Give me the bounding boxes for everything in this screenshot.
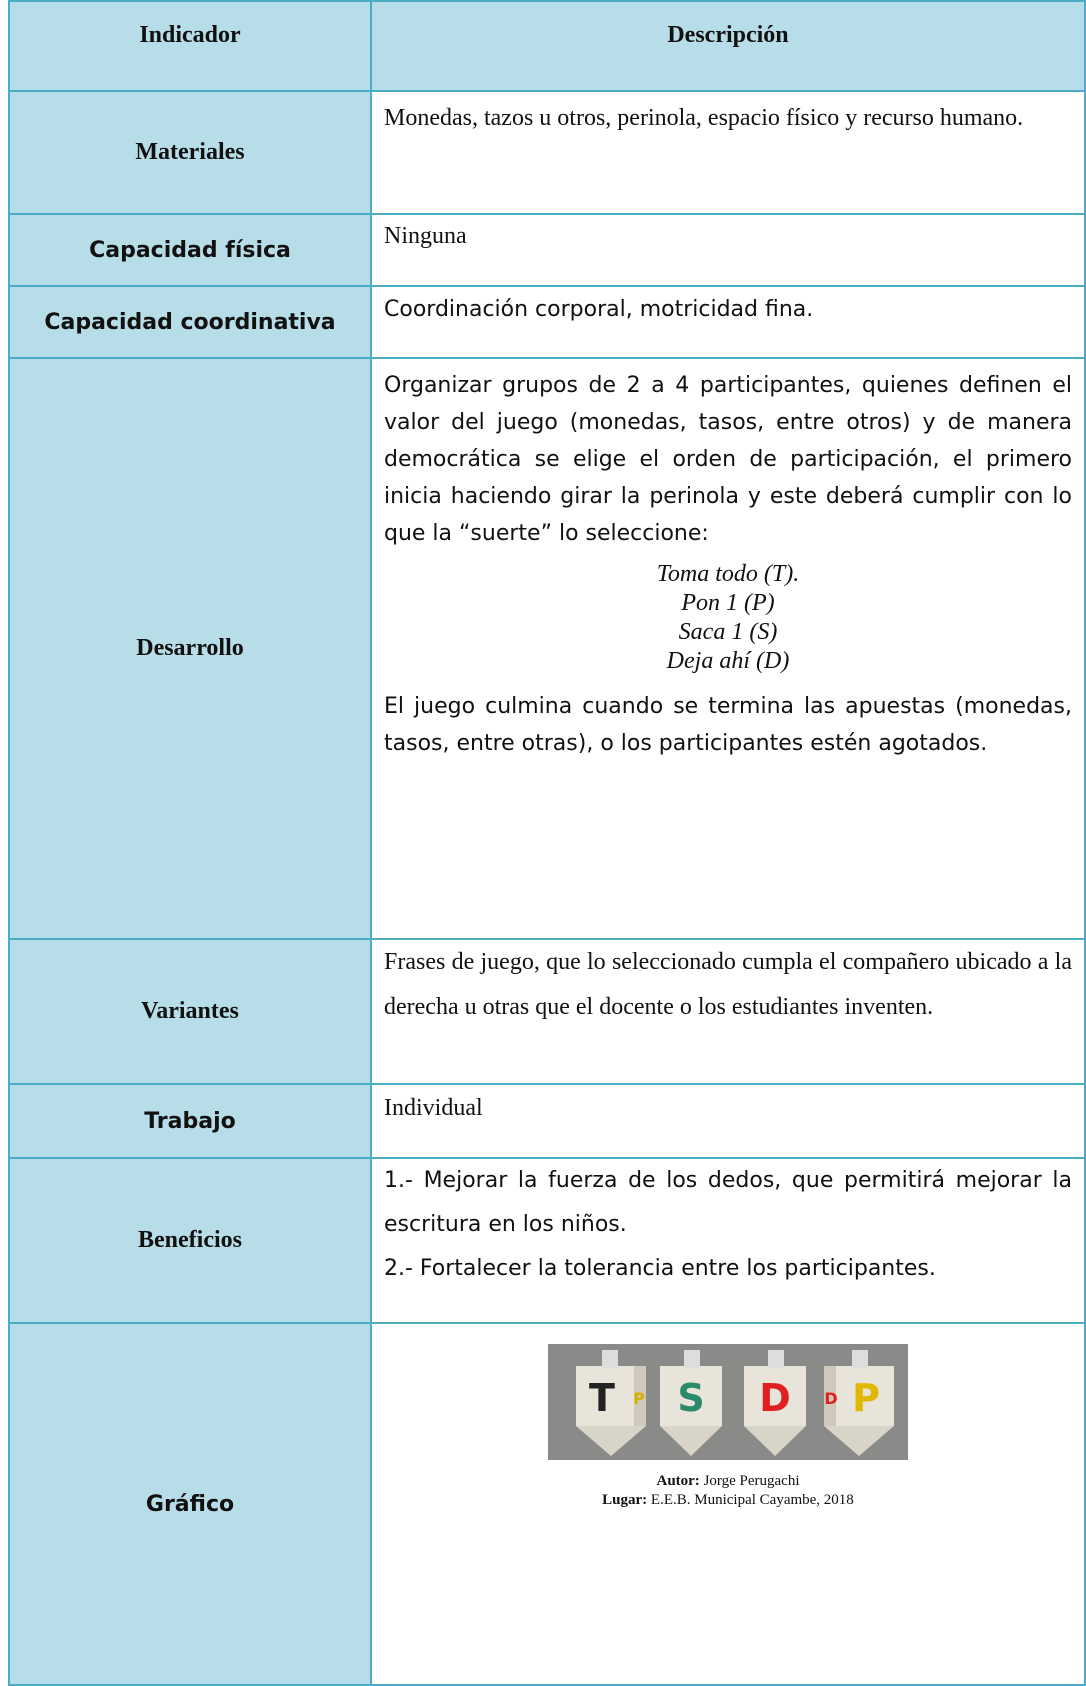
caption-key: Autor: — [656, 1473, 700, 1489]
caption-key: Lugar: — [602, 1492, 648, 1508]
cell-text: Individual — [384, 1095, 483, 1121]
list-item: Deja ahí (D) — [666, 648, 790, 674]
cell-text: 1.- Mejorar la fuerza de los dedos, que … — [384, 1168, 1072, 1237]
row-label: Gráfico — [8, 1322, 372, 1686]
row-label: Trabajo — [8, 1083, 372, 1159]
cell-text: El juego culmina cuando se termina las a… — [384, 694, 1072, 756]
cell-text: Coordinación corporal, motricidad fina. — [384, 297, 814, 322]
header-cell: Indicador — [8, 0, 372, 92]
list-item: Toma todo (T). — [656, 561, 800, 587]
cell-text: 2.- Fortalecer la tolerancia entre los p… — [384, 1256, 936, 1281]
header-row: Indicador Descripción — [8, 0, 1086, 92]
list-item: Pon 1 (P) — [681, 590, 775, 616]
cell-text: Ninguna — [384, 223, 467, 249]
photo-letter: D — [759, 1376, 791, 1420]
row-label: Materiales — [8, 90, 372, 215]
photo-letter: T — [589, 1376, 615, 1420]
row-label: Beneficios — [8, 1157, 372, 1324]
photo-letter: D — [824, 1389, 837, 1408]
header-cell: Descripción — [370, 0, 1086, 92]
photo-letter: P — [852, 1376, 880, 1420]
cell-text: Organizar grupos de 2 a 4 participantes,… — [384, 373, 1072, 546]
caption-value: Jorge Perugachi — [703, 1473, 800, 1489]
photo-letter: P — [633, 1389, 645, 1408]
cell-text: Frases de juego, que lo seleccionado cum… — [384, 949, 1072, 1020]
indicator-table: Indicador Descripción Materiales Monedas… — [8, 0, 1086, 1686]
row-label: Desarrollo — [8, 357, 372, 940]
row-label: Capacidad física — [8, 213, 372, 287]
photo-letter: S — [677, 1376, 704, 1420]
caption-value: E.E.B. Municipal Cayambe, 2018 — [650, 1492, 854, 1508]
row-label: Variantes — [8, 938, 372, 1085]
list-item: Saca 1 (S) — [678, 619, 778, 645]
cell-text: Monedas, tazos u otros, perinola, espaci… — [384, 105, 1024, 131]
row-label: Capacidad coordinativa — [8, 285, 372, 359]
